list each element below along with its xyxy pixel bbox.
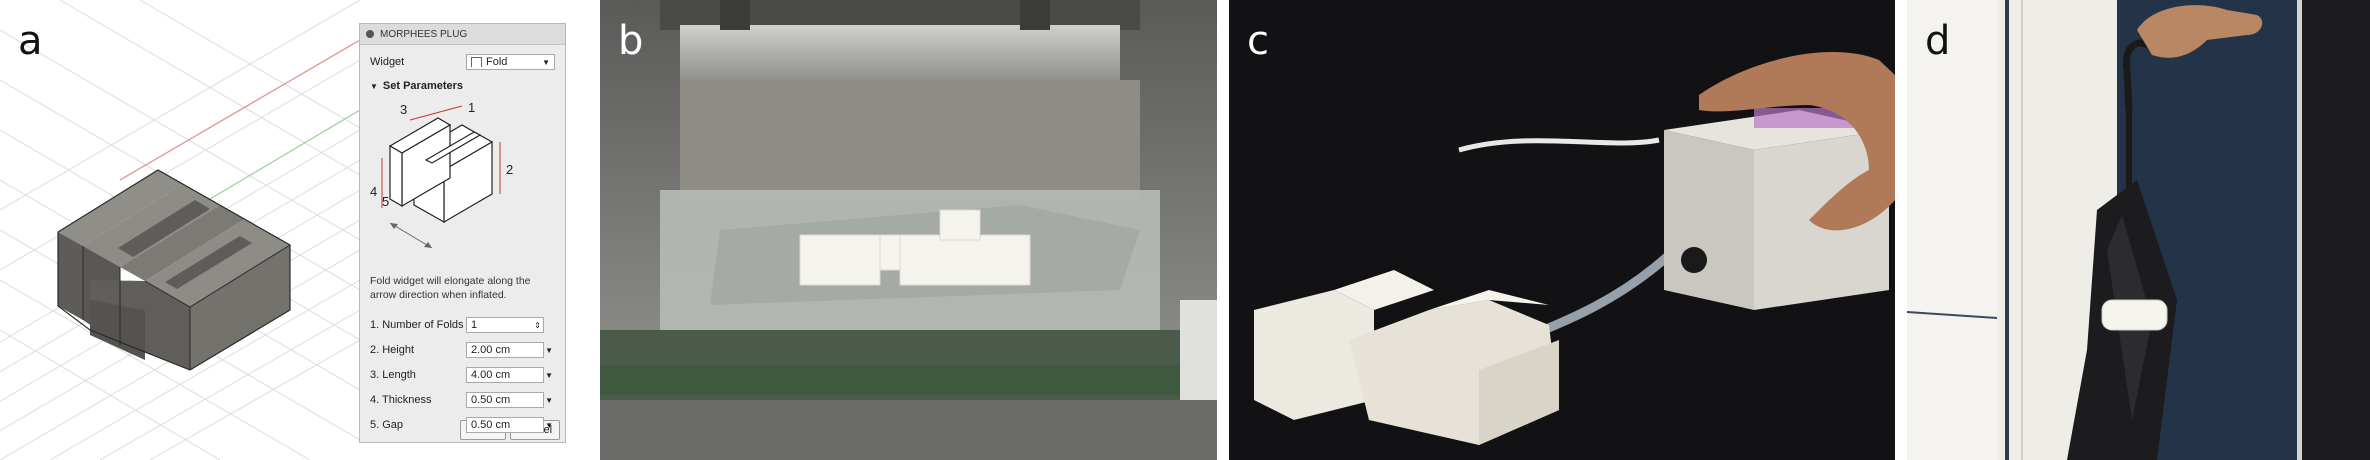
widget-description: Fold widget will elongate along the arro… xyxy=(370,275,531,301)
fold-parameter-diagram: 1 2 3 4 5 xyxy=(370,100,513,249)
param-row: 4. Thickness 0.50 cm ▼ xyxy=(370,392,555,408)
param-input[interactable]: 4.00 cm ▼ xyxy=(466,367,553,383)
number-of-folds-stepper[interactable]: 1 ⇕ xyxy=(466,317,544,333)
chevron-down-icon: ▼ xyxy=(542,57,550,67)
set-parameters-toggle[interactable]: ▼ Set Parameters xyxy=(370,80,463,92)
section-title: Set Parameters xyxy=(382,80,464,92)
param-label: 3. Length xyxy=(370,369,416,381)
panel-d-photo-umbrella: d xyxy=(1907,0,2370,460)
diagram-number-5: 5 xyxy=(382,194,389,209)
diagram-number-4: 4 xyxy=(370,184,377,199)
panel-label-a: a xyxy=(18,18,43,64)
param-label: 2. Height xyxy=(370,344,415,356)
diagram-number-1: 1 xyxy=(468,100,475,115)
param-row: 2. Height 2.00 cm ▼ xyxy=(370,342,555,358)
panel-c-photo-device: c xyxy=(1229,0,1895,460)
fold-model[interactable] xyxy=(57,169,291,371)
param-value: 1 xyxy=(471,319,478,331)
widget-select[interactable]: Fold ▼ xyxy=(466,54,555,70)
print-head-block xyxy=(680,25,1120,85)
umbrella-photo xyxy=(1907,0,2370,460)
param-label: 1. Number of Folds xyxy=(370,319,464,331)
y-axis-line xyxy=(199,109,360,206)
param-value: 2.00 cm xyxy=(471,344,511,356)
param-input[interactable]: 0.50 cm ▼ xyxy=(466,417,553,433)
param-input[interactable]: 2.00 cm ▼ xyxy=(466,342,553,358)
stepper-arrows-icon[interactable]: ⇕ xyxy=(534,320,541,330)
diagram-number-3: 3 xyxy=(400,102,407,117)
diagram-number-2: 2 xyxy=(506,162,513,177)
param-value: 0.50 cm xyxy=(471,419,511,431)
param-value: 4.00 cm xyxy=(471,369,511,381)
param-row: 3. Length 4.00 cm ▼ xyxy=(370,367,555,383)
printing-photo xyxy=(600,0,1217,460)
dialog-header: MORPHEES PLUG xyxy=(360,24,565,45)
widget-label: Widget xyxy=(370,56,405,68)
close-icon[interactable] xyxy=(366,30,374,38)
panel-label-d: d xyxy=(1925,18,1951,64)
param-row: 1. Number of Folds 1 ⇕ xyxy=(370,317,555,333)
morphees-plug-dialog: MORPHEES PLUG Widget Fold ▼ ▼ Set Parame… xyxy=(359,23,566,443)
cad-viewport[interactable] xyxy=(0,0,360,460)
param-value: 0.50 cm xyxy=(471,394,511,406)
hand xyxy=(2137,5,2263,58)
clip-band xyxy=(2101,299,2168,331)
panel-label-b: b xyxy=(618,18,644,64)
param-row: 5. Gap 0.50 cm ▼ xyxy=(370,417,555,433)
panel-b-photo-printing: b xyxy=(600,0,1217,460)
hand xyxy=(1699,52,1895,231)
x-axis-line xyxy=(119,39,360,181)
chevron-down-icon[interactable]: ▼ xyxy=(545,345,553,355)
widget-select-value: Fold xyxy=(486,56,508,68)
printed-fold-part xyxy=(799,209,1031,286)
chevron-down-icon[interactable]: ▼ xyxy=(545,395,553,405)
panel-label-c: c xyxy=(1247,18,1269,64)
device-photo xyxy=(1229,0,1895,460)
param-label: 5. Gap xyxy=(370,419,404,431)
param-label: 4. Thickness xyxy=(370,394,432,406)
panel-a: a MORPHEES PLUG Widget Fold ▼ ▼ Set Para… xyxy=(0,0,588,460)
chevron-down-icon[interactable]: ▼ xyxy=(545,420,553,430)
dialog-title: MORPHEES PLUG xyxy=(380,28,468,40)
chevron-down-icon[interactable]: ▼ xyxy=(545,370,553,380)
widget-row: Widget Fold ▼ xyxy=(370,54,555,70)
inflated-fold-actuator xyxy=(1254,270,1559,445)
param-input[interactable]: 0.50 cm ▼ xyxy=(466,392,553,408)
collapse-triangle-icon: ▼ xyxy=(370,81,378,91)
fold-widget-icon xyxy=(471,57,482,67)
